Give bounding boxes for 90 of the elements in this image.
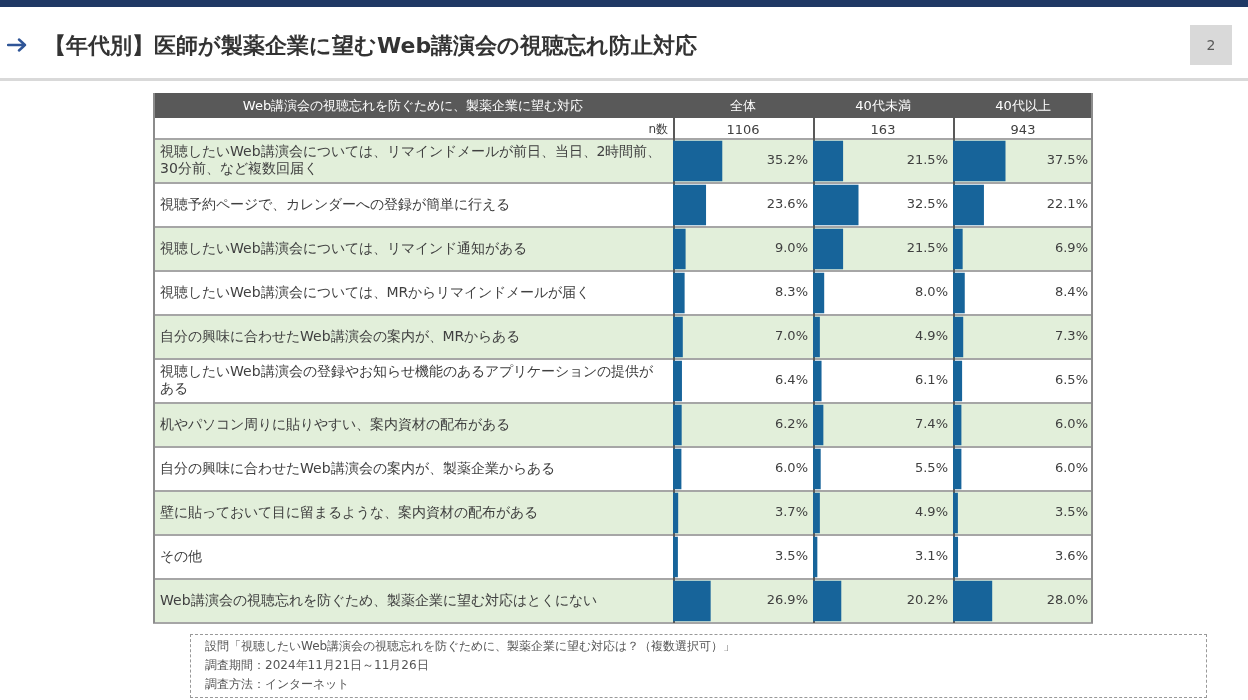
data-label: 3.1% <box>914 548 948 564</box>
bar <box>953 272 965 314</box>
bar <box>673 492 679 534</box>
data-label: 7.4% <box>914 416 948 432</box>
data-label: 8.3% <box>774 284 808 300</box>
bar <box>953 316 964 358</box>
data-label: 8.4% <box>1054 284 1088 300</box>
data-label: 26.9% <box>766 592 808 608</box>
chart-subtitle: 163 <box>870 121 896 136</box>
data-label: 9.0% <box>774 240 808 256</box>
bar <box>953 360 963 402</box>
bar <box>673 360 682 402</box>
bar <box>673 404 682 446</box>
y-tick-label: 視聴予約ページで、カレンダーへの登録が簡単に行える <box>160 195 510 212</box>
bar <box>953 404 962 446</box>
bar <box>813 140 844 182</box>
data-label: 4.9% <box>914 504 948 520</box>
data-label: 21.5% <box>906 152 948 168</box>
bar <box>673 580 711 622</box>
text: 2 <box>1206 37 1216 53</box>
bar <box>673 228 686 270</box>
text: 調査期間：2024年11月21日～11月26日 <box>205 658 429 673</box>
data-label: 6.1% <box>914 372 948 388</box>
data-label: 6.0% <box>1054 416 1088 432</box>
bar <box>813 272 825 314</box>
data-label: 4.9% <box>914 328 948 344</box>
bar <box>813 580 842 622</box>
bar <box>673 140 723 182</box>
data-label: 28.0% <box>1046 592 1088 608</box>
bar <box>813 448 821 490</box>
data-label: 7.0% <box>774 328 808 344</box>
bar <box>813 228 844 270</box>
chart-subtitle: 943 <box>1010 121 1036 136</box>
bar <box>953 184 984 226</box>
data-label: 6.9% <box>1054 240 1088 256</box>
bar <box>813 184 859 226</box>
chart-title: 40代未満 <box>855 96 911 115</box>
bar <box>953 492 958 534</box>
bar <box>953 140 1006 182</box>
bar <box>953 580 993 622</box>
y-tick-label: 机やパソコン周りに貼りやすい、案内資材の配布がある <box>160 415 510 432</box>
data-label: 6.0% <box>774 460 808 476</box>
data-label: 3.5% <box>1054 504 1088 520</box>
data-label: 20.2% <box>906 592 948 608</box>
text: 調査方法：インターネット <box>205 677 349 692</box>
bar <box>813 536 818 578</box>
y-tick-label: 自分の興味に合わせたWeb講演会の案内が、製薬企業からある <box>160 459 555 476</box>
data-label: 23.6% <box>766 196 808 212</box>
data-label: 6.2% <box>774 416 808 432</box>
bar <box>673 448 682 490</box>
data-label: 3.6% <box>1054 548 1088 564</box>
bar <box>673 184 707 226</box>
y-tick-label: 自分の興味に合わせたWeb講演会の案内が、MRからある <box>160 327 521 344</box>
bar <box>673 272 685 314</box>
data-label: 6.5% <box>1054 372 1088 388</box>
text: 【年代別】医師が製薬企業に望むWeb講演会の視聴忘れ防止対応 <box>44 32 698 60</box>
data-label: 7.3% <box>1054 328 1088 344</box>
y-tick-label: 視聴したいWeb講演会については、リマインド通知がある <box>160 239 527 256</box>
chart-title: 40代以上 <box>995 96 1051 115</box>
data-label: 3.7% <box>774 504 808 520</box>
y-tick-label: 視聴したいWeb講演会については、リマインドメールが前日、当日、2時間前、30分前、など複数回届く <box>160 143 662 177</box>
chart-subtitle: 1106 <box>726 121 760 136</box>
data-label: 32.5% <box>906 196 948 212</box>
y-tick-label: 壁に貼っておいて目に留まるような、案内資材の配布がある <box>160 503 538 520</box>
data-label: 21.5% <box>906 240 948 256</box>
y-tick-label: Web講演会の視聴忘れを防ぐため、製薬企業に望む対応はとくにない <box>160 591 597 608</box>
data-label: 3.5% <box>774 548 808 564</box>
data-label: 37.5% <box>1046 152 1088 168</box>
bar <box>813 360 822 402</box>
y-axis-title: Web講演会の視聴忘れを防ぐために、製薬企業に望む対応 <box>242 96 584 115</box>
data-label: 6.0% <box>1054 460 1088 476</box>
bar <box>953 228 963 270</box>
text: n数 <box>648 120 668 137</box>
bar <box>813 316 820 358</box>
bar <box>673 536 678 578</box>
bar <box>673 316 683 358</box>
text: 設問「視聴したいWeb講演会の視聴忘れを防ぐために、製薬企業に望む対応は？（複数選択可）」 <box>205 639 736 654</box>
y-tick-label: 視聴したいWeb講演会の登録やお知らせ機能のあるアプリケーションの提供がある <box>160 363 654 397</box>
data-label: 8.0% <box>914 284 948 300</box>
bar <box>953 536 959 578</box>
data-label: 22.1% <box>1046 196 1088 212</box>
y-tick-label: その他 <box>160 547 202 564</box>
data-label: 5.5% <box>914 460 948 476</box>
y-tick-label: 視聴したいWeb講演会については、MRからリマインドメールが届く <box>160 283 591 300</box>
bar <box>813 404 824 446</box>
bar <box>953 448 962 490</box>
data-label: 6.4% <box>774 372 808 388</box>
bar <box>813 492 820 534</box>
chart-title: 全体 <box>730 96 756 115</box>
data-label: 35.2% <box>766 152 808 168</box>
